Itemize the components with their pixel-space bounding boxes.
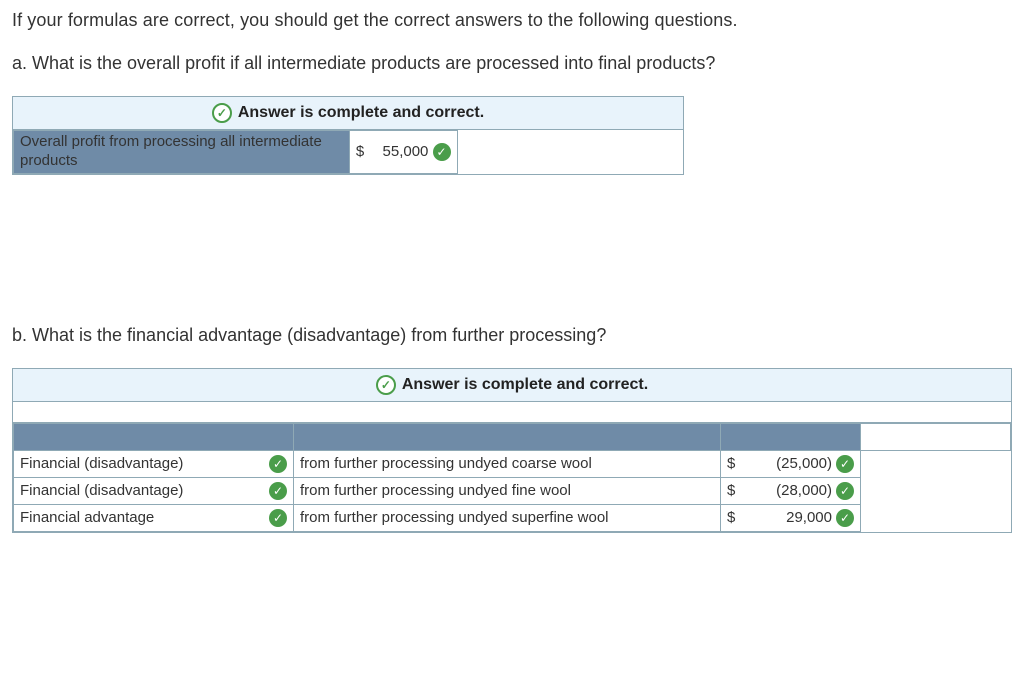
row-value: (25,000): [741, 455, 836, 472]
row-desc: from further processing undyed fine wool: [294, 477, 721, 504]
row-desc: from further processing undyed superfine…: [294, 504, 721, 531]
check-icon: ✓: [269, 509, 287, 527]
row-label: Financial (disadvantage): [20, 455, 263, 472]
table-header: [14, 423, 294, 450]
check-icon: ✓: [836, 509, 854, 527]
row-value: 29,000: [741, 509, 836, 526]
part-b-prompt: b. What is the financial advantage (disa…: [12, 325, 1012, 346]
part-a-value: 55,000: [368, 143, 428, 160]
table-row: Financial (disadvantage) ✓ from further …: [14, 477, 1011, 504]
currency-symbol: $: [356, 143, 364, 160]
intro-text: If your formulas are correct, you should…: [12, 10, 1012, 31]
part-a-block: ✓ Answer is complete and correct. Overal…: [12, 96, 684, 175]
table-row: Financial (disadvantage) ✓ from further …: [14, 450, 1011, 477]
table-header: [721, 423, 861, 450]
check-circle-icon: ✓: [376, 375, 396, 395]
part-a-header: ✓ Answer is complete and correct.: [13, 97, 683, 130]
part-b-table: Financial (disadvantage) ✓ from further …: [13, 423, 1011, 532]
table-row: Financial advantage ✓ from further proce…: [14, 504, 1011, 531]
part-a-header-text: Answer is complete and correct.: [238, 104, 484, 122]
currency-symbol: $: [727, 455, 741, 472]
part-b-header: ✓ Answer is complete and correct.: [13, 369, 1011, 402]
check-icon: ✓: [836, 455, 854, 473]
check-circle-icon: ✓: [212, 103, 232, 123]
part-a-prompt: a. What is the overall profit if all int…: [12, 53, 1012, 74]
currency-symbol: $: [727, 482, 741, 499]
check-icon: ✓: [269, 482, 287, 500]
check-icon: ✓: [269, 455, 287, 473]
part-a-row-label: Overall profit from processing all inter…: [14, 131, 350, 174]
part-a-table: Overall profit from processing all inter…: [13, 130, 683, 174]
row-value: (28,000): [741, 482, 836, 499]
table-header: [294, 423, 721, 450]
check-icon: ✓: [433, 143, 451, 161]
part-b-block: ✓ Answer is complete and correct. Financ…: [12, 368, 1012, 533]
check-icon: ✓: [836, 482, 854, 500]
table-header-row: [14, 423, 1011, 450]
currency-symbol: $: [727, 509, 741, 526]
row-label: Financial advantage: [20, 509, 263, 526]
part-a-value-cell: $ 55,000 ✓: [349, 131, 457, 174]
row-desc: from further processing undyed coarse wo…: [294, 450, 721, 477]
row-label: Financial (disadvantage): [20, 482, 263, 499]
part-b-header-text: Answer is complete and correct.: [402, 376, 648, 394]
